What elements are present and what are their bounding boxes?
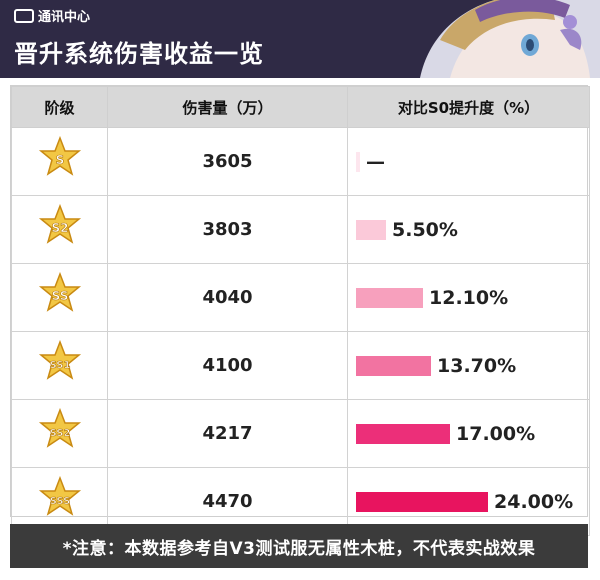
damage-value: 4040: [107, 263, 348, 332]
rank-badge-label: SS2: [49, 428, 70, 439]
rank-SSS-badge-icon: SSS: [38, 475, 81, 516]
damage-value: 3803: [107, 195, 348, 264]
column-header-rank: 阶级: [11, 86, 108, 128]
page-title: 晋升系统伤害收益一览: [14, 40, 264, 68]
rank-cell: S: [11, 127, 108, 196]
rank-cell: SS: [11, 263, 108, 332]
table-row: SS2 4217 17.00%: [11, 399, 590, 468]
improvement-cell: 17.00%: [347, 399, 590, 468]
improvement-bar: [356, 151, 360, 172]
improvement-bar: [356, 219, 386, 240]
table-header-row: 阶级 伤害量（万） 对比S0提升度（%）: [11, 86, 590, 128]
table-row: S 3605 —: [11, 127, 590, 196]
rank-cell: SS2: [11, 399, 108, 468]
header-banner: 通讯中心 晋升系统伤害收益一览: [0, 0, 600, 78]
table-row: S2 3803 5.50%: [11, 195, 590, 264]
rank-cell: S2: [11, 195, 108, 264]
improvement-cell: 12.10%: [347, 263, 590, 332]
damage-table: 阶级 伤害量（万） 对比S0提升度（%） S 3605 — S2 3803 5.50% SS…: [11, 86, 590, 536]
rank-badge-label: S2: [51, 221, 68, 235]
improvement-percent: 17.00%: [456, 422, 536, 445]
improvement-percent: 12.10%: [429, 286, 509, 309]
brand-name: 通讯中心: [38, 10, 91, 25]
damage-value: 4217: [107, 399, 348, 468]
character-portrait-icon: [420, 0, 600, 78]
rank-badge-label: S: [55, 153, 64, 167]
improvement-cell: 13.70%: [347, 331, 590, 400]
rank-SS2-badge-icon: SS2: [38, 407, 81, 448]
improvement-percent: —: [366, 150, 385, 173]
column-header-damage: 伤害量（万）: [107, 86, 348, 128]
data-table-panel: 阶级 伤害量（万） 对比S0提升度（%） S 3605 — S2 3803 5.50% SS…: [10, 85, 590, 536]
improvement-cell: —: [347, 127, 590, 196]
improvement-bar: [356, 423, 450, 444]
rank-badge-label: SS: [51, 289, 68, 303]
rank-SS1-badge-icon: SS1: [38, 339, 81, 380]
rank-badge-label: SSS: [49, 496, 70, 507]
improvement-bar: [356, 287, 423, 308]
improvement-percent: 13.70%: [437, 354, 517, 377]
improvement-bar: [356, 491, 488, 512]
damage-value: 3605: [107, 127, 348, 196]
rank-cell: SS1: [11, 331, 108, 400]
brand: 通讯中心: [14, 6, 90, 25]
disclaimer-note: *注意：本数据参考自V3测试服无属性木桩，不代表实战效果: [10, 524, 588, 568]
rank-S2-badge-icon: S2: [38, 203, 81, 244]
improvement-cell: 5.50%: [347, 195, 590, 264]
rank-SS-badge-icon: SS: [38, 271, 81, 312]
rank-badge-label: SS1: [49, 360, 70, 371]
improvement-percent: 24.00%: [494, 490, 574, 513]
improvement-percent: 5.50%: [392, 218, 458, 241]
damage-value: 4100: [107, 331, 348, 400]
table-row: SS1 4100 13.70%: [11, 331, 590, 400]
brand-logo-icon: [14, 8, 34, 23]
column-header-improvement: 对比S0提升度（%）: [347, 86, 590, 128]
table-row: SS 4040 12.10%: [11, 263, 590, 332]
improvement-bar: [356, 355, 431, 376]
rank-S-badge-icon: S: [38, 135, 81, 176]
